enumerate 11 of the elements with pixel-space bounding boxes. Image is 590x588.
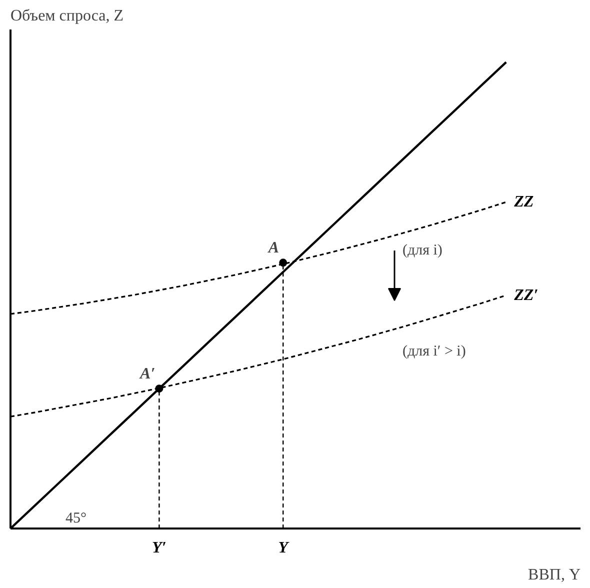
x-tick-label: Y′ [152, 540, 166, 556]
annotation: (для i) [402, 242, 442, 258]
series-label: ZZ′ [513, 286, 538, 304]
annotation: 45° [66, 510, 86, 526]
series-label: ZZ [513, 194, 534, 211]
annotation: (для i′ > i) [402, 344, 466, 360]
y-axis-title: Объем спроса, Z [10, 8, 124, 24]
x-axis-title: ВВП, Y [528, 566, 581, 584]
x-tick-label: Y [278, 540, 290, 556]
annotation: A′ [139, 366, 156, 383]
annotation: A [267, 240, 280, 257]
